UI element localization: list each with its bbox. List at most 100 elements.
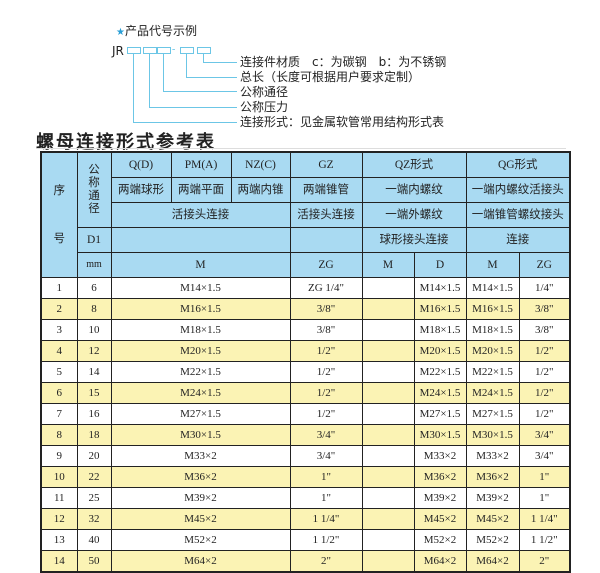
cell-nominal-diameter: 8 [76,298,112,320]
cell-nominal-diameter: 10 [76,319,112,341]
leader-line [203,54,204,62]
cell-nominal-diameter: 20 [76,445,112,467]
header-pm: PM(A) [170,151,232,178]
cell-qg-zg: 1/2" [518,340,571,362]
cell-qg-zg: 1" [518,466,571,488]
cell-qz-d: M64×2 [413,550,467,573]
cell-qg-zg: 2" [518,550,571,573]
cell-seq: 2 [40,298,78,320]
cell-nominal-diameter: 12 [76,340,112,362]
table-row: 7 16 M27×1.5 1/2" M27×1.5 M27×1.5 1/2" [40,403,571,425]
cell-qg-m: M24×1.5 [465,382,520,404]
table-row: 4 12 M20×1.5 1/2" M20×1.5 M20×1.5 1/2" [40,340,571,362]
cell-seq: 7 [40,403,78,425]
cell-nominal-diameter: 32 [76,508,112,530]
header-unit: M [110,252,291,278]
cell-seq: 1 [40,277,78,299]
header-unit: ZG [289,252,363,278]
cell-thread-zg: 1" [289,466,363,488]
table-row: 6 15 M24×1.5 1/2" M24×1.5 M24×1.5 1/2" [40,382,571,404]
cell-qz-m [361,361,415,383]
cell-qz-m [361,529,415,551]
table-row: 12 32 M45×2 1 1/4" M45×2 M45×2 1 1/4" [40,508,571,530]
code-prefix: JR [112,44,124,58]
cell-seq: 6 [40,382,78,404]
leader-line [149,107,237,108]
cell-qg-m: M52×2 [465,529,520,551]
cell-nominal-diameter: 6 [76,277,112,299]
table-row: 13 40 M52×2 1 1/2" M52×2 M52×2 1 1/2" [40,529,571,551]
cell-qz-m [361,277,415,299]
cell-qg-m: M45×2 [465,508,520,530]
cell-thread-m: M24×1.5 [110,382,291,404]
cell-qg-m: M27×1.5 [465,403,520,425]
code-box-diameter [157,47,171,54]
cell-qz-m [361,550,415,573]
header-seq-top: 序 [53,185,66,197]
header-desc: 两端内锥 [230,177,291,203]
cell-qg-zg: 3/8" [518,319,571,341]
divider [36,148,566,149]
cell-qz-m [361,445,415,467]
cell-qg-zg: 1/2" [518,382,571,404]
cell-qg-zg: 1" [518,487,571,509]
star-icon: ★ [116,27,125,38]
header-desc: 两端锥管 [289,177,363,203]
cell-qg-zg: 1 1/4" [518,508,571,530]
cell-nominal-diameter: 14 [76,361,112,383]
cell-seq: 3 [40,319,78,341]
label-length: 总长（长度可根据用户要求定制） [240,70,421,84]
cell-nominal-diameter: 40 [76,529,112,551]
cell-qg-m: M33×2 [465,445,520,467]
cell-thread-m: M39×2 [110,487,291,509]
cell-qg-zg: 3/4" [518,424,571,446]
table-row: 5 14 M22×1.5 1/2" M22×1.5 M22×1.5 1/2" [40,361,571,383]
table-row: 2 8 M16×1.5 3/8" M16×1.5 M16×1.5 3/8" [40,298,571,320]
code-box-pressure [143,47,157,54]
label-connection: 连接形式：见金属软管常用结构形式表 [240,115,445,129]
code-box-material [197,47,211,54]
cell-qz-m [361,319,415,341]
table-title: 螺母连接形式参考表 [36,132,216,152]
cell-qg-m: M30×1.5 [465,424,520,446]
header-desc [110,227,291,253]
cell-thread-m: M33×2 [110,445,291,467]
header-qz: QZ形式 [361,151,467,178]
cell-thread-m: M22×1.5 [110,361,291,383]
cell-qz-d: M14×1.5 [413,277,467,299]
leader-line [149,54,150,107]
code-dash: - [172,44,176,55]
cell-thread-m: M16×1.5 [110,298,291,320]
cell-qg-zg: 3/8" [518,298,571,320]
cell-qz-m [361,340,415,362]
cell-qz-m [361,424,415,446]
cell-qz-d: M52×2 [413,529,467,551]
cell-qz-d: M45×2 [413,508,467,530]
cell-thread-zg: 1/2" [289,340,363,362]
leader-line [133,122,237,123]
table-row: 14 50 M64×2 2" M64×2 M64×2 2" [40,550,571,573]
cell-thread-zg: 3/4" [289,424,363,446]
cell-thread-zg: 3/8" [289,298,363,320]
cell-thread-m: M27×1.5 [110,403,291,425]
cell-qg-zg: 1/2" [518,403,571,425]
cell-thread-zg: 3/8" [289,319,363,341]
cell-thread-m: M64×2 [110,550,291,573]
cell-thread-zg: 1 1/4" [289,508,363,530]
cell-qg-zg: 3/4" [518,445,571,467]
header-desc: 一端锥管螺纹接头 [465,202,571,228]
cell-nominal-diameter: 18 [76,424,112,446]
cell-thread-m: M18×1.5 [110,319,291,341]
cell-qg-zg: 1 1/2" [518,529,571,551]
header-unit: D [413,252,467,278]
cell-nominal-diameter: 25 [76,487,112,509]
cell-qz-d: M16×1.5 [413,298,467,320]
header-desc: 活接头连接 [110,202,291,228]
cell-qz-d: M27×1.5 [413,403,467,425]
header-desc: 球形接头连接 [361,227,467,253]
cell-qg-zg: 1/4" [518,277,571,299]
header-desc: 活接头连接 [289,202,363,228]
table-row: 10 22 M36×2 1" M36×2 M36×2 1" [40,466,571,488]
leader-line [203,62,237,63]
cell-qz-m [361,403,415,425]
